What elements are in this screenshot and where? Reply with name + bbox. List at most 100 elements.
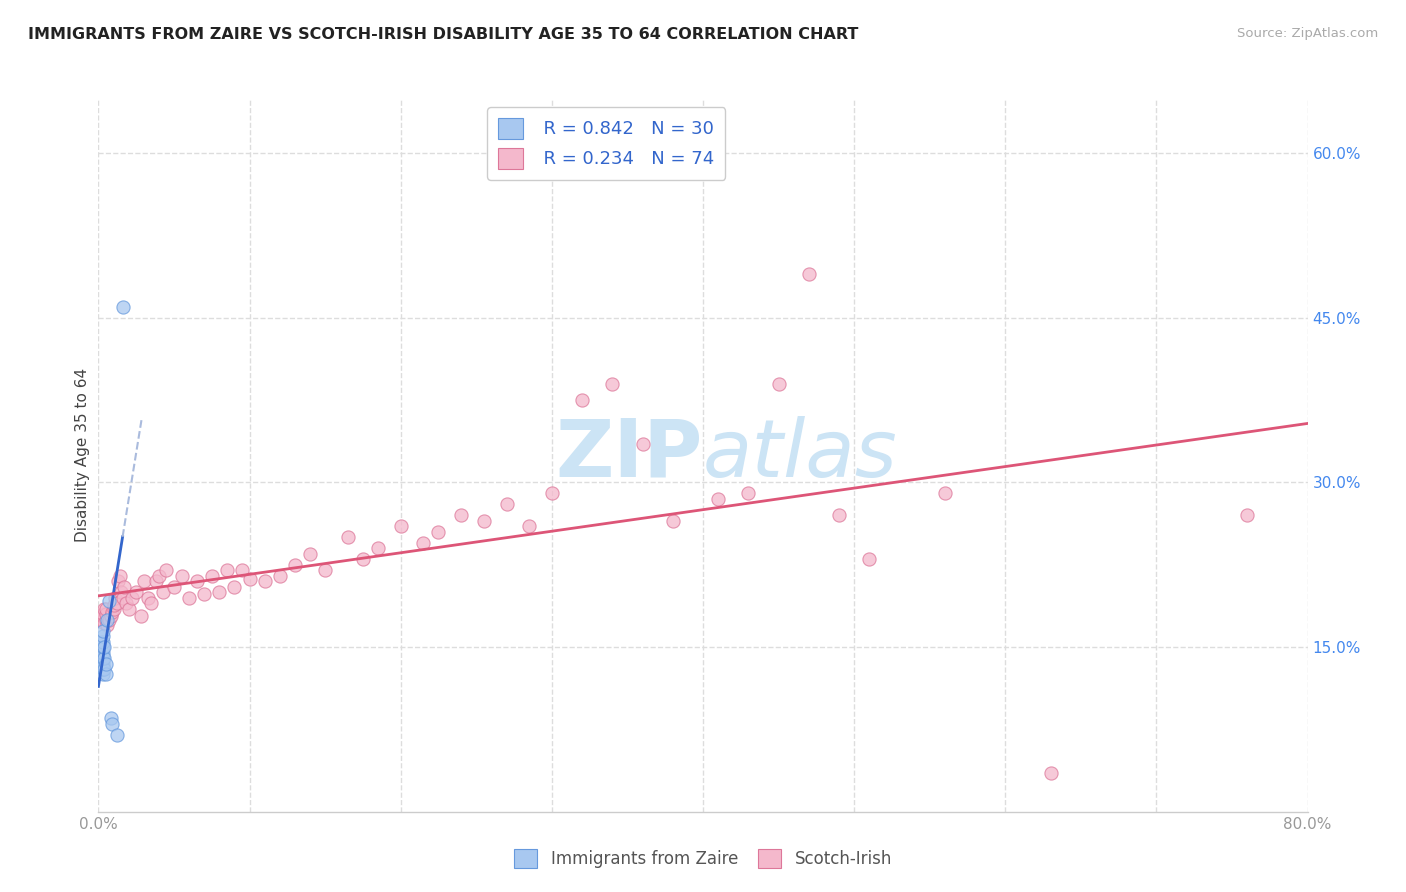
Point bbox=[427, 524, 450, 539]
Point bbox=[91, 607, 114, 621]
Point bbox=[412, 535, 434, 549]
Text: Source: ZipAtlas.com: Source: ZipAtlas.com bbox=[1237, 27, 1378, 40]
Y-axis label: Disability Age 35 to 64: Disability Age 35 to 64 bbox=[75, 368, 90, 542]
Point bbox=[179, 591, 201, 605]
Point bbox=[336, 530, 359, 544]
Point bbox=[93, 651, 115, 665]
Point bbox=[91, 667, 114, 681]
Point bbox=[89, 651, 111, 665]
Point bbox=[602, 376, 624, 391]
Point bbox=[118, 601, 141, 615]
Point bbox=[90, 646, 112, 660]
Point bbox=[91, 613, 114, 627]
Point bbox=[239, 572, 262, 586]
Point bbox=[858, 552, 880, 566]
Point bbox=[125, 585, 148, 599]
Point bbox=[96, 618, 118, 632]
Point bbox=[100, 711, 122, 725]
Point bbox=[93, 615, 115, 630]
Point bbox=[98, 594, 121, 608]
Point bbox=[94, 667, 117, 681]
Point bbox=[90, 640, 112, 654]
Point bbox=[132, 574, 155, 589]
Point bbox=[450, 508, 472, 523]
Point bbox=[662, 514, 685, 528]
Point bbox=[186, 574, 208, 589]
Point bbox=[253, 574, 276, 589]
Point bbox=[101, 717, 124, 731]
Point bbox=[517, 519, 540, 533]
Point bbox=[571, 392, 593, 407]
Point bbox=[108, 568, 131, 582]
Point bbox=[91, 629, 114, 643]
Point bbox=[768, 376, 790, 391]
Point bbox=[352, 552, 374, 566]
Point bbox=[101, 605, 124, 619]
Point bbox=[299, 547, 322, 561]
Point bbox=[93, 640, 115, 654]
Point bbox=[103, 601, 125, 615]
Point bbox=[1039, 766, 1062, 780]
Point bbox=[105, 596, 128, 610]
Point bbox=[103, 599, 125, 613]
Point bbox=[94, 657, 117, 671]
Point bbox=[163, 580, 186, 594]
Point bbox=[110, 585, 132, 599]
Point bbox=[201, 568, 224, 582]
Point bbox=[148, 568, 170, 582]
Point bbox=[136, 591, 159, 605]
Point bbox=[91, 651, 114, 665]
Point bbox=[1236, 508, 1258, 523]
Point bbox=[91, 640, 114, 654]
Point bbox=[224, 580, 246, 594]
Point bbox=[91, 646, 114, 660]
Text: IMMIGRANTS FROM ZAIRE VS SCOTCH-IRISH DISABILITY AGE 35 TO 64 CORRELATION CHART: IMMIGRANTS FROM ZAIRE VS SCOTCH-IRISH DI… bbox=[28, 27, 859, 42]
Point bbox=[91, 657, 114, 671]
Point bbox=[90, 662, 112, 676]
Point bbox=[828, 508, 851, 523]
Point bbox=[145, 574, 167, 589]
Point bbox=[91, 624, 114, 638]
Point bbox=[94, 607, 117, 621]
Point bbox=[540, 486, 562, 500]
Point bbox=[797, 267, 820, 281]
Point bbox=[93, 601, 115, 615]
Point bbox=[89, 657, 111, 671]
Point bbox=[495, 497, 517, 511]
Point bbox=[96, 613, 118, 627]
Point bbox=[707, 491, 730, 506]
Point bbox=[269, 568, 291, 582]
Point bbox=[91, 662, 114, 676]
Point bbox=[89, 640, 111, 654]
Point bbox=[314, 563, 336, 577]
Point bbox=[367, 541, 389, 556]
Point bbox=[155, 563, 177, 577]
Point bbox=[93, 662, 115, 676]
Point bbox=[89, 613, 111, 627]
Point bbox=[111, 591, 134, 605]
Point bbox=[112, 580, 135, 594]
Point bbox=[89, 646, 111, 660]
Text: ZIP: ZIP bbox=[555, 416, 703, 494]
Point bbox=[94, 613, 117, 627]
Point bbox=[90, 609, 112, 624]
Point bbox=[934, 486, 956, 500]
Point bbox=[104, 591, 127, 605]
Point bbox=[90, 657, 112, 671]
Point bbox=[129, 609, 152, 624]
Point bbox=[472, 514, 495, 528]
Point bbox=[107, 574, 129, 589]
Text: atlas: atlas bbox=[703, 416, 898, 494]
Point bbox=[141, 596, 163, 610]
Point bbox=[91, 634, 114, 648]
Point bbox=[284, 558, 307, 572]
Point bbox=[152, 585, 174, 599]
Point bbox=[215, 563, 238, 577]
Point bbox=[389, 519, 412, 533]
Point bbox=[170, 568, 193, 582]
Legend: Immigrants from Zaire, Scotch-Irish: Immigrants from Zaire, Scotch-Irish bbox=[508, 842, 898, 875]
Point bbox=[631, 437, 654, 451]
Point bbox=[111, 300, 134, 314]
Point bbox=[737, 486, 759, 500]
Point bbox=[100, 609, 122, 624]
